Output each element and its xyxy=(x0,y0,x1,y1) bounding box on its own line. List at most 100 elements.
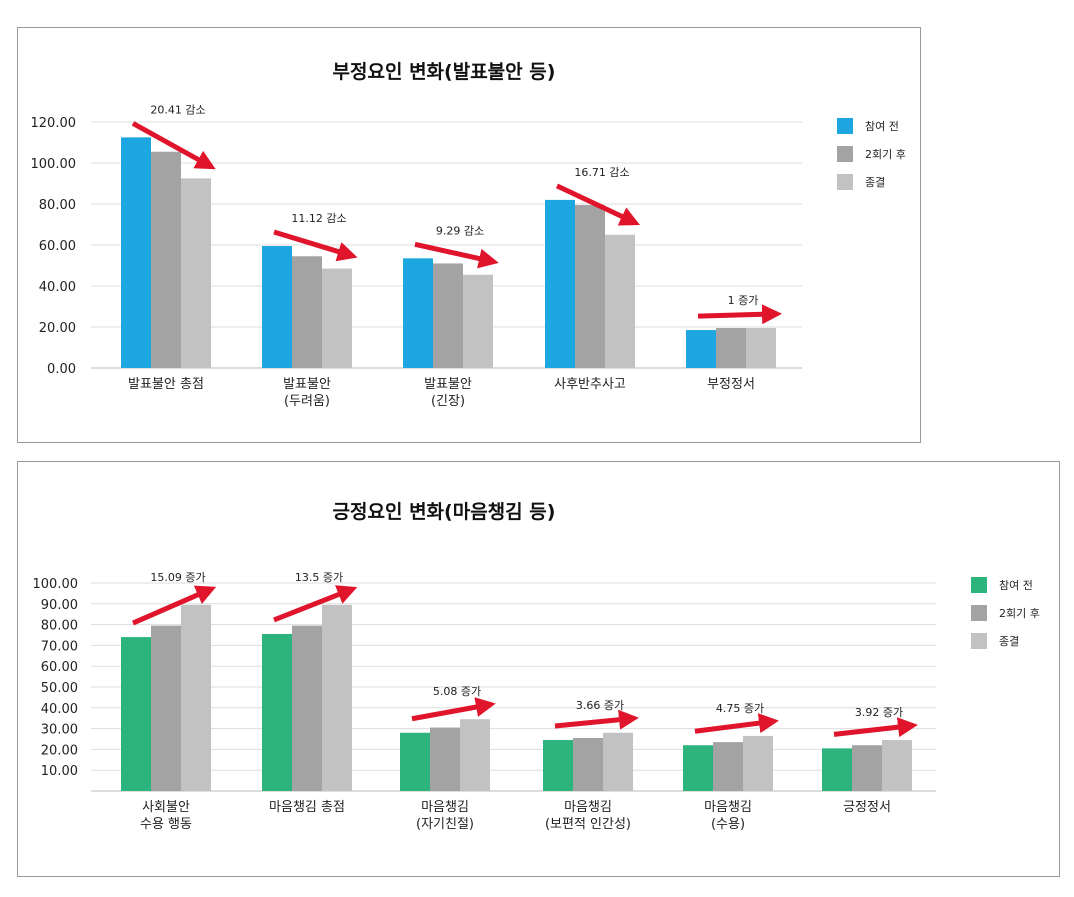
legend-swatch xyxy=(971,605,987,621)
trend-arrow xyxy=(132,585,217,626)
y-tick-label: 100.00 xyxy=(31,157,77,172)
y-tick-label: 60.00 xyxy=(39,239,76,254)
bar xyxy=(603,732,633,791)
trend-arrow xyxy=(833,717,918,738)
bar xyxy=(151,151,181,368)
x-tick-label: 발표불안 xyxy=(283,377,331,392)
bar xyxy=(852,745,882,791)
bar xyxy=(746,328,776,368)
x-tick-label: 마음챙김 총점 xyxy=(269,800,345,815)
bar xyxy=(605,234,635,368)
x-tick-label: 마음챙김 xyxy=(421,800,469,815)
y-tick-label: 30.00 xyxy=(41,723,78,738)
bar xyxy=(121,137,151,368)
bar xyxy=(545,199,575,368)
trend-arrow xyxy=(273,229,358,262)
bar xyxy=(463,274,493,368)
bar xyxy=(151,625,181,791)
change-annotation: 15.09 증가 xyxy=(150,571,205,584)
change-annotation: 3.92 증가 xyxy=(855,706,903,719)
legend-label: 참여 전 xyxy=(865,120,899,133)
x-tick-label: 발표불안 총점 xyxy=(128,377,204,392)
trend-arrow xyxy=(697,304,782,325)
change-annotation: 11.12 감소 xyxy=(291,212,346,225)
change-annotation: 5.08 증가 xyxy=(433,685,481,698)
change-annotation: 3.66 증가 xyxy=(576,699,624,712)
x-tick-label: 긍정정서 xyxy=(843,800,891,815)
bar xyxy=(573,737,603,791)
bar xyxy=(292,625,322,791)
bar xyxy=(713,742,743,791)
bar xyxy=(262,246,292,368)
x-tick-label: 마음챙김 xyxy=(704,800,752,815)
change-annotation: 1 증가 xyxy=(728,294,759,307)
x-tick-label: (긴장) xyxy=(431,394,465,409)
legend-swatch xyxy=(971,633,987,649)
bar xyxy=(322,268,352,368)
legend-swatch xyxy=(837,146,853,162)
chart-title: 긍정요인 변화(마음챙김 등) xyxy=(333,501,556,523)
trend-arrow xyxy=(554,709,639,730)
legend-label: 2회기 후 xyxy=(865,148,906,161)
x-tick-label: (수용) xyxy=(711,817,745,832)
positive-factors-chart-panel: 긍정요인 변화(마음챙김 등) 10.00 20.00 30.00 40.00 50.0… xyxy=(17,461,1060,877)
bar xyxy=(686,330,716,368)
bar xyxy=(430,727,460,791)
bar xyxy=(262,633,292,791)
y-tick-label: 10.00 xyxy=(41,764,78,779)
bar xyxy=(882,740,912,791)
change-annotation: 13.5 증가 xyxy=(295,571,343,584)
bar xyxy=(292,256,322,368)
y-tick-label: 120.00 xyxy=(31,116,77,131)
bar xyxy=(322,604,352,791)
negative-factors-chart: 부정요인 변화(발표불안 등) 0.00 20.00 40.00 60.00 80.00… xyxy=(31,61,906,409)
bar xyxy=(575,205,605,368)
bar xyxy=(181,178,211,368)
x-tick-label: (자기친절) xyxy=(416,817,474,832)
x-tick-label: (두려움) xyxy=(284,394,330,409)
x-tick-label: 사후반추사고 xyxy=(554,377,626,392)
positive-factors-chart: 긍정요인 변화(마음챙김 등) 10.00 20.00 30.00 40.00 50.0… xyxy=(33,501,1040,832)
bar xyxy=(400,732,430,791)
change-annotation: 9.29 감소 xyxy=(436,224,484,237)
bar xyxy=(822,748,852,791)
trend-arrow xyxy=(694,713,779,734)
bar xyxy=(683,745,713,791)
y-tick-label: 80.00 xyxy=(39,198,76,213)
negative-factors-chart-panel: 부정요인 변화(발표불안 등) 0.00 20.00 40.00 60.00 80.00… xyxy=(17,27,921,443)
legend-label: 종결 xyxy=(865,176,885,189)
trend-arrow xyxy=(411,697,496,722)
chart-title: 부정요인 변화(발표불안 등) xyxy=(333,61,556,83)
y-tick-label: 20.00 xyxy=(41,743,78,758)
bar xyxy=(460,719,490,791)
bar xyxy=(543,740,573,791)
y-tick-label: 70.00 xyxy=(41,639,78,654)
bar xyxy=(403,258,433,368)
x-tick-label: 수용 행동 xyxy=(140,816,192,832)
y-tick-label: 20.00 xyxy=(39,321,76,336)
legend-label: 2회기 후 xyxy=(999,607,1040,620)
change-annotation: 20.41 감소 xyxy=(150,103,205,116)
bar xyxy=(743,735,773,791)
x-tick-label: 발표불안 xyxy=(424,377,472,392)
y-tick-label: 90.00 xyxy=(41,598,78,613)
y-tick-label: 50.00 xyxy=(41,681,78,696)
bar xyxy=(181,604,211,791)
legend-label: 참여 전 xyxy=(999,579,1033,592)
change-annotation: 4.75 증가 xyxy=(716,702,764,715)
x-tick-label: 사회불안 xyxy=(142,800,190,815)
y-tick-label: 100.00 xyxy=(33,577,79,592)
y-tick-label: 80.00 xyxy=(41,619,78,634)
y-tick-label: 0.00 xyxy=(47,362,76,377)
y-tick-label: 40.00 xyxy=(39,280,76,295)
trend-arrow xyxy=(414,241,499,269)
legend-swatch xyxy=(971,577,987,593)
legend-label: 종결 xyxy=(999,635,1019,648)
x-tick-label: 마음챙김 xyxy=(564,800,612,815)
y-tick-label: 40.00 xyxy=(41,702,78,717)
x-tick-label: (보편적 인간성) xyxy=(545,817,631,832)
legend-swatch xyxy=(837,174,853,190)
trend-arrow xyxy=(273,585,358,623)
x-tick-label: 부정정서 xyxy=(707,377,755,392)
bar xyxy=(716,328,746,368)
